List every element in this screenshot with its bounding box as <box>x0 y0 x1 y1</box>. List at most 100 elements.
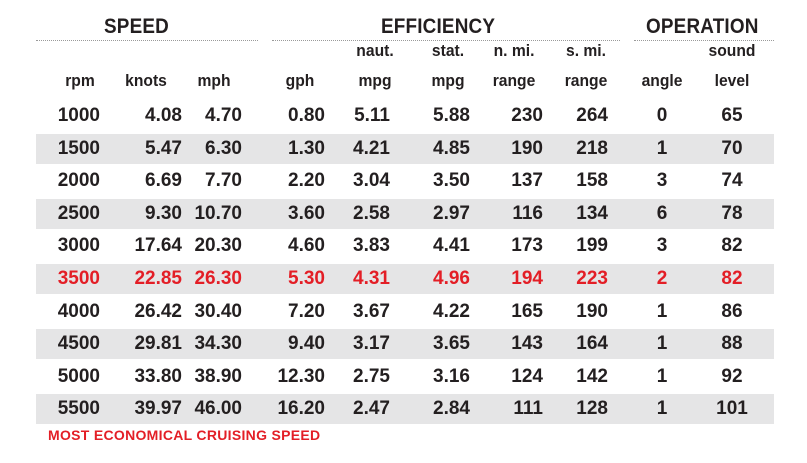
speed-group-title: SPEED <box>104 15 169 38</box>
cell-mph: 46.00 <box>194 398 242 420</box>
cell-gph: 2.20 <box>288 170 325 192</box>
table-row-highlighted: 3500 22.85 26.30 5.30 4.31 4.96 194 223 2 82 <box>36 264 774 294</box>
cell-nmi-range: 137 <box>511 170 543 192</box>
cell-nmi-range: 165 <box>511 300 543 322</box>
cell-gph: 7.20 <box>288 300 325 322</box>
cell-naut-mpg: 2.75 <box>353 365 390 387</box>
cell-angle: 1 <box>656 137 668 159</box>
cell-angle: 1 <box>656 398 668 420</box>
footnote: MOST ECONOMICAL CRUISING SPEED <box>48 427 321 443</box>
cell-angle: 2 <box>656 268 668 289</box>
cell-smi-range: 164 <box>576 333 608 355</box>
table-row: 4000 26.42 30.40 7.20 3.67 4.22 165 190 1 86 <box>36 297 774 327</box>
cell-sound: 78 <box>721 202 743 224</box>
cell-sound: 88 <box>721 333 743 355</box>
cell-naut-mpg: 3.67 <box>353 300 390 322</box>
header-nmi-range-line1: n. mi. <box>493 41 535 60</box>
table-row: 4500 29.81 34.30 9.40 3.17 3.65 143 164 1 88 <box>36 329 774 360</box>
cell-angle: 3 <box>656 235 668 257</box>
cell-stat-mpg: 3.16 <box>433 365 470 387</box>
cell-nmi-range: 173 <box>511 235 543 257</box>
header-mph-line2: mph <box>197 71 231 90</box>
cell-gph: 9.40 <box>288 333 325 355</box>
cell-rpm: 4500 <box>57 333 100 355</box>
cell-mph: 4.70 <box>205 105 242 126</box>
header-smi-range-line1: s. mi. <box>566 41 606 60</box>
cell-smi-range: 264 <box>576 105 608 126</box>
table-row: 5500 39.97 46.00 16.20 2.47 2.84 111 128 1 101 <box>36 394 774 425</box>
cell-smi-range: 223 <box>576 268 608 289</box>
cell-mph: 6.30 <box>205 137 242 159</box>
table-row: 5000 33.80 38.90 12.30 2.75 3.16 124 142 1 92 <box>36 362 774 392</box>
cell-mph: 38.90 <box>194 365 242 387</box>
cell-stat-mpg: 3.50 <box>433 170 470 192</box>
cell-naut-mpg: 2.47 <box>353 398 390 420</box>
cell-knots: 22.85 <box>134 268 182 289</box>
header-naut-mpg-line1: naut. <box>356 41 394 60</box>
cell-angle: 1 <box>656 300 668 322</box>
cell-gph: 4.60 <box>288 235 325 257</box>
cell-naut-mpg: 3.17 <box>353 333 390 355</box>
cell-gph: 5.30 <box>288 268 325 289</box>
cell-rpm: 1500 <box>57 137 100 159</box>
cell-naut-mpg: 4.31 <box>353 268 390 289</box>
header-smi-range-line2: range <box>564 71 608 90</box>
cell-knots: 5.47 <box>145 137 182 159</box>
operation-divider <box>634 40 774 41</box>
cell-rpm: 1000 <box>57 105 100 126</box>
cell-sound: 65 <box>721 105 743 126</box>
cell-knots: 4.08 <box>145 105 182 126</box>
cell-smi-range: 218 <box>576 137 608 159</box>
cell-mph: 20.30 <box>194 235 242 257</box>
cell-nmi-range: 116 <box>512 202 543 224</box>
cell-mph: 10.70 <box>194 202 242 224</box>
cell-stat-mpg: 2.97 <box>433 202 470 224</box>
cell-angle: 1 <box>656 333 668 355</box>
header-sound-line2: level <box>714 71 750 90</box>
cell-rpm: 3000 <box>57 235 100 257</box>
cell-nmi-range: 230 <box>511 105 543 126</box>
operation-group-title: OPERATION <box>646 15 759 38</box>
cell-naut-mpg: 3.04 <box>353 170 390 192</box>
cell-smi-range: 134 <box>576 202 608 224</box>
cell-smi-range: 142 <box>576 365 608 387</box>
cell-stat-mpg: 5.88 <box>433 105 470 126</box>
cell-angle: 1 <box>656 365 668 387</box>
cell-angle: 0 <box>656 105 668 126</box>
cell-rpm: 3500 <box>57 268 100 289</box>
cell-gph: 12.30 <box>277 365 325 387</box>
cell-stat-mpg: 4.22 <box>433 300 470 322</box>
cell-smi-range: 158 <box>576 170 608 192</box>
cell-rpm: 2000 <box>57 170 100 192</box>
cell-smi-range: 190 <box>576 300 608 322</box>
cell-gph: 3.60 <box>288 202 325 224</box>
cell-knots: 9.30 <box>145 202 182 224</box>
table-row: 2500 9.30 10.70 3.60 2.58 2.97 116 134 6 78 <box>36 198 774 229</box>
cell-stat-mpg: 3.65 <box>433 333 470 355</box>
header-rpm-line2: rpm <box>65 71 95 90</box>
table-row: 1000 4.08 4.70 0.80 5.11 5.88 230 264 0 65 <box>36 101 774 131</box>
header-naut-mpg-line2: mpg <box>358 71 392 90</box>
cell-mph: 26.30 <box>194 268 242 289</box>
efficiency-group-title: EFFICIENCY <box>381 15 496 38</box>
cell-sound: 82 <box>721 235 743 257</box>
cell-nmi-range: 124 <box>511 365 543 387</box>
cell-rpm: 4000 <box>57 300 100 322</box>
cell-naut-mpg: 4.21 <box>353 137 390 159</box>
cell-knots: 29.81 <box>134 333 182 355</box>
cell-nmi-range: 190 <box>511 137 543 159</box>
table-row: 3000 17.64 20.30 4.60 3.83 4.41 173 199 3 82 <box>36 231 774 261</box>
cell-stat-mpg: 4.41 <box>433 235 470 257</box>
cell-smi-range: 199 <box>576 235 608 257</box>
speed-divider <box>36 40 258 41</box>
cell-stat-mpg: 4.85 <box>433 137 470 159</box>
cell-angle: 3 <box>656 170 668 192</box>
cell-sound: 82 <box>721 268 743 289</box>
cell-sound: 70 <box>721 137 743 159</box>
cell-knots: 26.42 <box>134 300 182 322</box>
cell-mph: 7.70 <box>205 170 242 192</box>
cell-naut-mpg: 5.11 <box>354 105 390 126</box>
cell-naut-mpg: 3.83 <box>353 235 390 257</box>
cell-gph: 16.20 <box>277 398 325 420</box>
cell-mph: 30.40 <box>194 300 242 322</box>
